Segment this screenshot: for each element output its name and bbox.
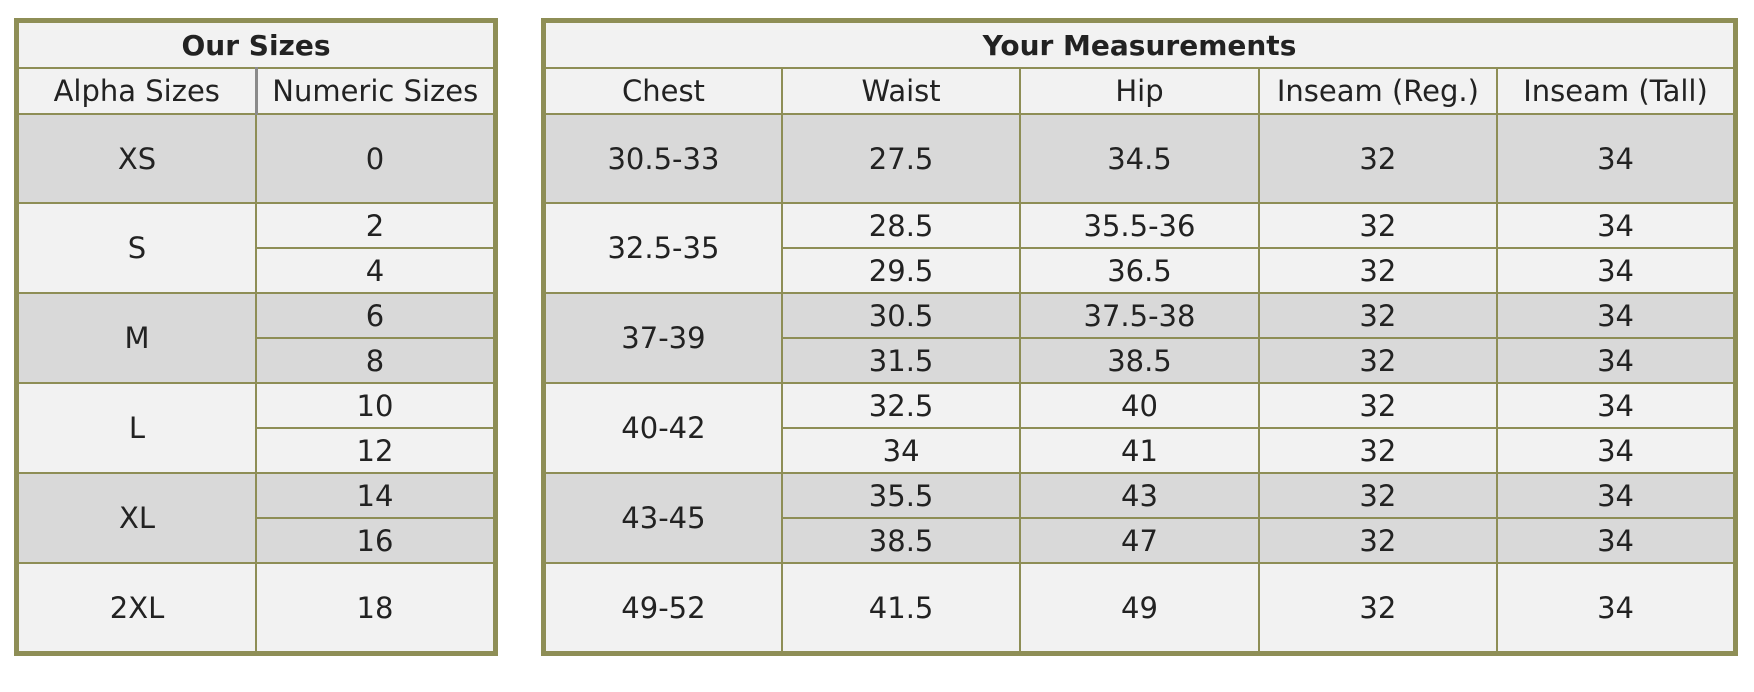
inseam-reg-cell: 32 (1257, 292, 1499, 339)
numeric-size-cell: 10 (255, 382, 497, 429)
table-row: S 2 (15, 202, 497, 294)
numeric-size-cell: 4 (255, 247, 497, 294)
header-waist: Waist (780, 67, 1022, 115)
numeric-size-cell: 16 (255, 517, 497, 564)
header-chest: Chest (542, 67, 783, 115)
inseam-tall-cell: 34 (1496, 562, 1737, 655)
inseam-reg-cell: 32 (1257, 427, 1499, 474)
table-row: 34 41 32 34 (544, 427, 1737, 474)
inseam-reg-cell: 32 (1257, 337, 1499, 384)
table-row: 4 (17, 247, 497, 294)
waist-cell: 32.5 (780, 382, 1022, 429)
table-row: M 6 (15, 292, 497, 384)
waist-cell: 34 (780, 427, 1022, 474)
inseam-tall-cell: 34 (1496, 472, 1737, 519)
hip-cell: 49 (1019, 562, 1260, 655)
alpha-size-cell: M (15, 292, 257, 384)
inseam-tall-cell: 34 (1496, 113, 1737, 204)
table-row: 37-39 30.5 37.5-38 32 34 (542, 292, 1737, 384)
numeric-size-cell: 12 (255, 427, 497, 474)
alpha-size-cell: XS (15, 113, 257, 204)
numeric-size-cell: 6 (255, 292, 497, 339)
table-row: 38.5 47 32 34 (544, 517, 1737, 564)
alpha-size-cell: XL (15, 472, 257, 564)
table-row: 30.5-33 27.5 34.5 32 34 (542, 113, 1737, 204)
inseam-tall-cell: 34 (1496, 202, 1737, 249)
table-row: L 10 (15, 382, 497, 474)
header-numeric-sizes: Numeric Sizes (254, 67, 497, 115)
table-row: 29.5 36.5 32 34 (544, 247, 1737, 294)
waist-cell: 41.5 (780, 562, 1022, 655)
inseam-reg-cell: 32 (1257, 247, 1499, 294)
header-inseam-reg: Inseam (Reg.) (1257, 67, 1499, 115)
our-sizes-title: Our Sizes (15, 19, 497, 69)
alpha-size-cell: L (15, 382, 257, 474)
your-measurements-table: Your Measurements Chest Waist Hip Inseam… (541, 18, 1738, 656)
hip-cell: 43 (1019, 472, 1260, 519)
header-alpha-sizes: Alpha Sizes (15, 67, 257, 115)
table-row: 32.5-35 28.5 35.5-36 32 34 (542, 202, 1737, 294)
inseam-tall-cell: 34 (1496, 382, 1737, 429)
table-row: XS 0 (15, 113, 497, 204)
waist-cell: 27.5 (780, 113, 1022, 204)
inseam-reg-cell: 32 (1257, 202, 1499, 249)
waist-cell: 29.5 (780, 247, 1022, 294)
numeric-size-cell: 2 (255, 202, 497, 249)
chest-cell: 49-52 (542, 562, 783, 655)
header-hip: Hip (1019, 67, 1260, 115)
chest-cell: 37-39 (542, 292, 783, 384)
inseam-tall-cell: 34 (1496, 427, 1737, 474)
table-row: 31.5 38.5 32 34 (544, 337, 1737, 384)
alpha-size-cell: S (15, 202, 257, 294)
inseam-tall-cell: 34 (1496, 337, 1737, 384)
waist-cell: 28.5 (780, 202, 1022, 249)
chest-cell: 30.5-33 (542, 113, 783, 204)
waist-cell: 35.5 (780, 472, 1022, 519)
chest-cell: 32.5-35 (542, 202, 783, 294)
table-row: XL 14 (15, 472, 497, 564)
table-row: 2XL 18 (15, 562, 497, 655)
waist-cell: 31.5 (780, 337, 1022, 384)
hip-cell: 40 (1019, 382, 1260, 429)
inseam-reg-cell: 32 (1257, 562, 1499, 655)
inseam-reg-cell: 32 (1257, 472, 1499, 519)
chest-cell: 40-42 (542, 382, 783, 474)
inseam-tall-cell: 34 (1496, 517, 1737, 564)
table-row: 43-45 35.5 43 32 34 (542, 472, 1737, 564)
waist-cell: 30.5 (780, 292, 1022, 339)
alpha-size-cell: 2XL (15, 562, 257, 655)
hip-cell: 41 (1019, 427, 1260, 474)
your-measurements-title: Your Measurements (542, 19, 1737, 69)
our-sizes-table: Our Sizes Alpha Sizes Numeric Sizes XS 0… (14, 18, 498, 656)
inseam-tall-cell: 34 (1496, 292, 1737, 339)
chest-cell: 43-45 (542, 472, 783, 564)
inseam-reg-cell: 32 (1257, 113, 1499, 204)
hip-cell: 47 (1019, 517, 1260, 564)
table-row: 49-52 41.5 49 32 34 (542, 562, 1737, 655)
waist-cell: 38.5 (780, 517, 1022, 564)
numeric-size-cell: 14 (255, 472, 497, 519)
hip-cell: 36.5 (1019, 247, 1260, 294)
table-row: 12 (17, 427, 497, 474)
numeric-size-cell: 18 (255, 562, 497, 655)
numeric-size-cell: 8 (255, 337, 497, 384)
table-row: 40-42 32.5 40 32 34 (542, 382, 1737, 474)
inseam-tall-cell: 34 (1496, 247, 1737, 294)
table-row: 16 (17, 517, 497, 564)
numeric-size-cell: 0 (255, 113, 497, 204)
hip-cell: 35.5-36 (1019, 202, 1260, 249)
header-inseam-tall: Inseam (Tall) (1496, 67, 1737, 115)
hip-cell: 38.5 (1019, 337, 1260, 384)
hip-cell: 37.5-38 (1019, 292, 1260, 339)
table-row: 8 (17, 337, 497, 384)
hip-cell: 34.5 (1019, 113, 1260, 204)
inseam-reg-cell: 32 (1257, 517, 1499, 564)
inseam-reg-cell: 32 (1257, 382, 1499, 429)
